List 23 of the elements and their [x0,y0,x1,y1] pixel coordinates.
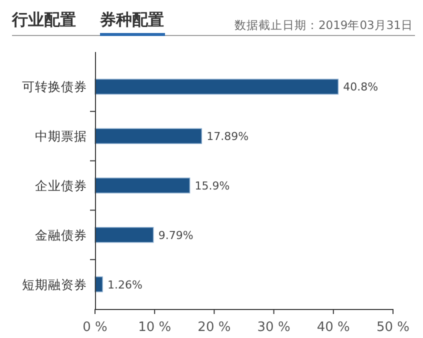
y-tick-label: 短期融资券 [22,276,87,292]
x-tick-label: 30 % [257,320,290,335]
x-tick-label: 10 % [138,320,172,335]
y-tick-label: 可转换债券 [22,79,87,94]
data-label: 1.26% [108,278,142,292]
data-label: 15.9% [194,180,230,192]
x-tick-label: 20 % [198,320,231,335]
chart-title: 券种配置 [99,10,164,29]
y-tick-label: 金融债券 [35,227,87,242]
bar [94,178,190,194]
bar [94,227,154,243]
data-label: 9.79% [158,228,194,242]
text: 数据截止日期：2019年03月31日 [234,18,413,32]
text: 行业配置 [11,10,76,29]
x-tick-label: 50 % [376,320,410,335]
bar [94,128,202,144]
y-tick-label: 中期票据 [35,128,87,144]
data-label: 40.8% [343,80,378,94]
y-tick-label: 企业债券 [35,178,87,193]
x-tick-label: 0 % [82,320,108,335]
data-label: 17.89% [206,130,249,144]
bar [94,78,339,95]
x-tick-label: 40 % [316,320,350,335]
